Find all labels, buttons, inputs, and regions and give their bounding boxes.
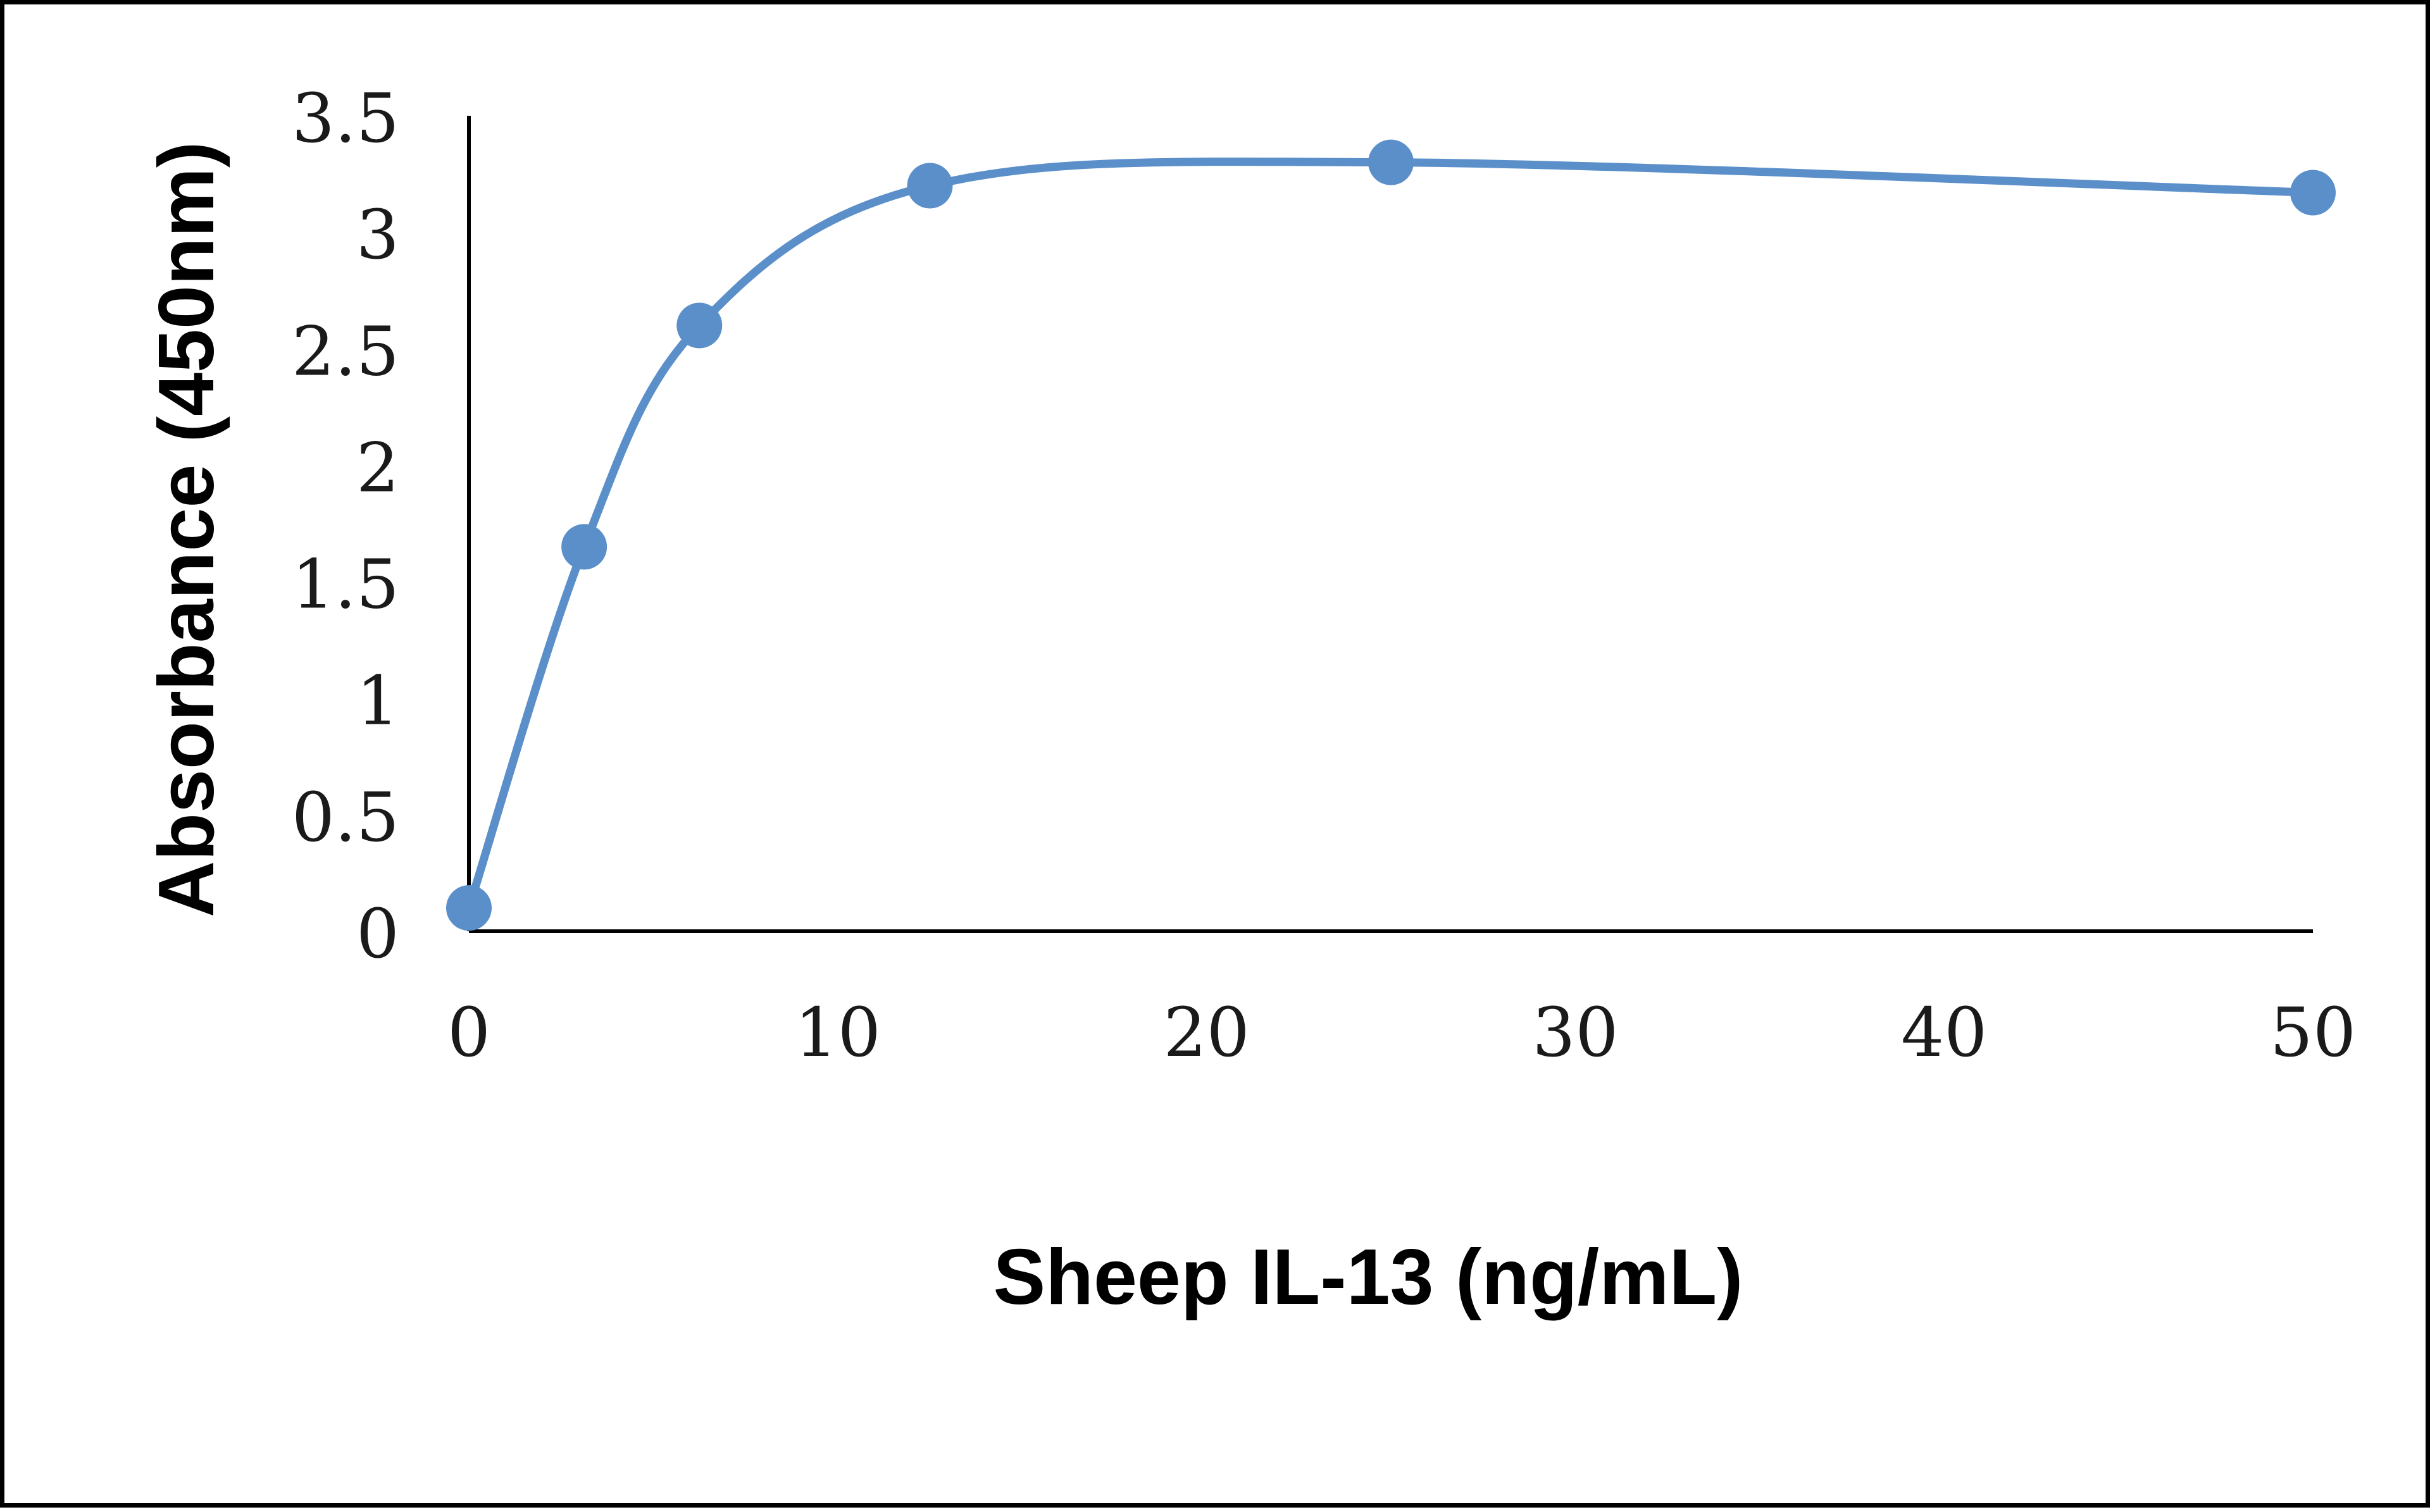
y-tick-label: 1.5 (292, 546, 399, 624)
x-tick-label: 40 (1901, 994, 1987, 1072)
data-points (446, 139, 2336, 931)
data-point (676, 302, 723, 349)
y-tick-label: 0 (356, 895, 399, 974)
y-tick-label: 0.5 (292, 779, 399, 857)
y-tick-label: 3 (356, 196, 399, 275)
series-line (464, 158, 2317, 912)
y-tick-label: 3.5 (292, 80, 399, 158)
x-tick-label: 30 (1532, 994, 1618, 1072)
x-tick-label: 10 (795, 994, 881, 1072)
x-tick-label: 0 (447, 994, 490, 1072)
x-tick-label: 20 (1164, 994, 1250, 1072)
data-point (446, 885, 492, 931)
x-tick-label: 50 (2270, 994, 2356, 1072)
data-point (907, 163, 953, 209)
x-tick-labels: 0 10 20 30 40 50 (447, 994, 2356, 1072)
absorbance-chart: 0 0.5 1 1.5 2 2.5 3 3.5 0 10 20 30 40 50 Absorbance … (143, 80, 2356, 1321)
y-tick-label: 2.5 (292, 313, 399, 391)
data-point (2290, 170, 2336, 216)
y-axis-title: Absorbance (450nm) (143, 142, 230, 918)
data-point (1368, 139, 1414, 185)
data-point (561, 524, 608, 570)
y-tick-label: 1 (356, 662, 399, 741)
y-tick-labels: 0 0.5 1 1.5 2 2.5 3 3.5 (292, 80, 399, 974)
y-tick-label: 2 (356, 429, 399, 507)
x-axis-title: Sheep IL-13 (ng/mL) (994, 1234, 1743, 1321)
